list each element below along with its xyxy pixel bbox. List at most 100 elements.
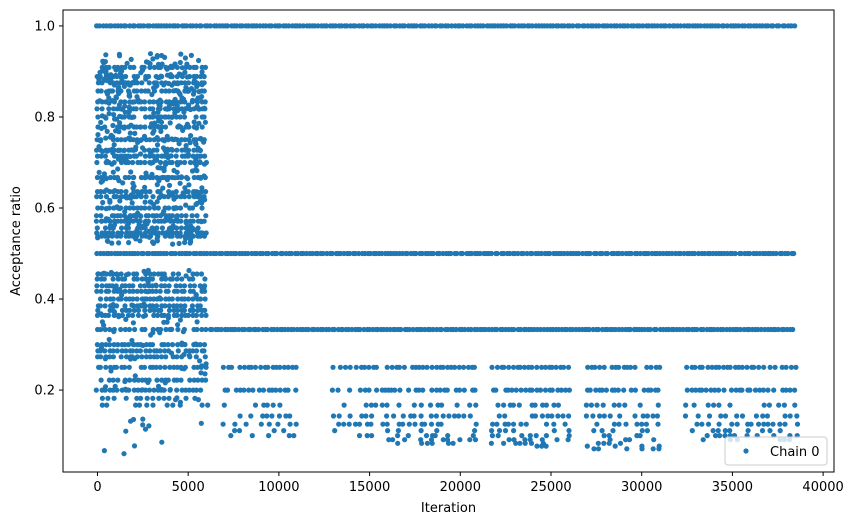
data-point xyxy=(103,52,109,58)
data-point xyxy=(521,364,528,370)
data-point xyxy=(170,223,176,229)
data-point xyxy=(118,194,124,200)
data-point xyxy=(516,402,522,408)
data-point xyxy=(594,421,600,427)
data-point xyxy=(149,342,156,348)
x-tick-label: 20000 xyxy=(440,480,481,495)
data-point xyxy=(198,420,204,426)
data-point xyxy=(150,239,156,245)
data-point xyxy=(512,23,518,29)
data-point xyxy=(188,52,194,59)
data-point xyxy=(439,402,445,408)
data-point xyxy=(155,205,161,211)
data-point xyxy=(99,319,105,325)
data-point xyxy=(193,23,199,29)
data-point xyxy=(156,195,162,201)
data-point xyxy=(489,364,495,370)
data-point xyxy=(93,218,99,224)
data-point xyxy=(489,428,495,434)
data-point xyxy=(352,421,359,427)
data-point xyxy=(153,282,159,288)
data-point xyxy=(199,69,205,75)
data-point xyxy=(162,283,168,289)
data-point xyxy=(137,151,144,157)
data-point xyxy=(193,141,199,147)
data-point xyxy=(213,250,219,257)
data-point xyxy=(201,88,207,94)
data-point xyxy=(182,159,188,166)
data-point xyxy=(174,103,180,109)
data-point xyxy=(181,109,187,115)
data-point xyxy=(110,122,116,129)
data-point xyxy=(193,162,199,168)
data-point xyxy=(115,147,121,154)
data-point xyxy=(379,250,385,257)
data-point xyxy=(136,402,143,408)
data-point xyxy=(373,402,379,408)
data-point xyxy=(198,230,204,236)
data-point xyxy=(179,95,185,101)
data-point xyxy=(517,364,523,370)
data-point xyxy=(547,250,553,257)
data-point xyxy=(595,326,602,333)
data-point xyxy=(736,23,742,29)
y-tick-label: 1.0 xyxy=(34,19,55,34)
data-point xyxy=(332,23,339,29)
data-point xyxy=(160,145,167,151)
data-point xyxy=(777,421,783,427)
data-point xyxy=(176,141,182,147)
data-point xyxy=(395,433,401,439)
data-point xyxy=(100,58,106,64)
data-point xyxy=(188,86,195,92)
data-point xyxy=(551,421,557,427)
data-point xyxy=(203,377,209,383)
data-point xyxy=(357,326,363,333)
data-point xyxy=(712,387,718,393)
data-point xyxy=(634,421,640,427)
data-point xyxy=(747,387,753,393)
data-point xyxy=(190,218,196,224)
data-point xyxy=(737,326,744,333)
data-point xyxy=(384,364,390,370)
data-point xyxy=(779,364,785,370)
data-point xyxy=(183,202,189,208)
data-point xyxy=(689,428,695,434)
data-point xyxy=(166,307,173,313)
data-point xyxy=(669,250,675,257)
data-point xyxy=(128,147,134,153)
data-point xyxy=(201,139,207,145)
data-point xyxy=(142,205,148,211)
data-point xyxy=(165,288,171,294)
data-point xyxy=(99,106,105,112)
data-point xyxy=(199,82,205,88)
data-point xyxy=(293,387,299,393)
data-point xyxy=(612,443,618,449)
data-point xyxy=(291,433,297,439)
data-point xyxy=(153,288,159,294)
data-point xyxy=(152,213,158,219)
data-point xyxy=(118,296,124,302)
data-point xyxy=(637,433,643,439)
data-point xyxy=(501,364,507,370)
data-point xyxy=(694,326,700,333)
data-point xyxy=(489,433,495,439)
data-point xyxy=(119,307,125,313)
data-point xyxy=(183,213,189,219)
data-point xyxy=(359,413,365,419)
data-point xyxy=(195,377,201,383)
data-point xyxy=(785,250,791,257)
data-point xyxy=(98,218,105,224)
data-point xyxy=(505,421,511,427)
data-point xyxy=(632,387,639,393)
data-point xyxy=(720,326,726,333)
data-point xyxy=(182,137,188,143)
data-point xyxy=(704,433,710,439)
data-point xyxy=(353,364,359,370)
data-point xyxy=(186,102,192,108)
data-point xyxy=(201,114,207,120)
data-point xyxy=(141,268,147,274)
data-point xyxy=(243,421,249,427)
data-point xyxy=(172,136,178,142)
data-point xyxy=(600,402,606,408)
data-point xyxy=(151,128,157,134)
